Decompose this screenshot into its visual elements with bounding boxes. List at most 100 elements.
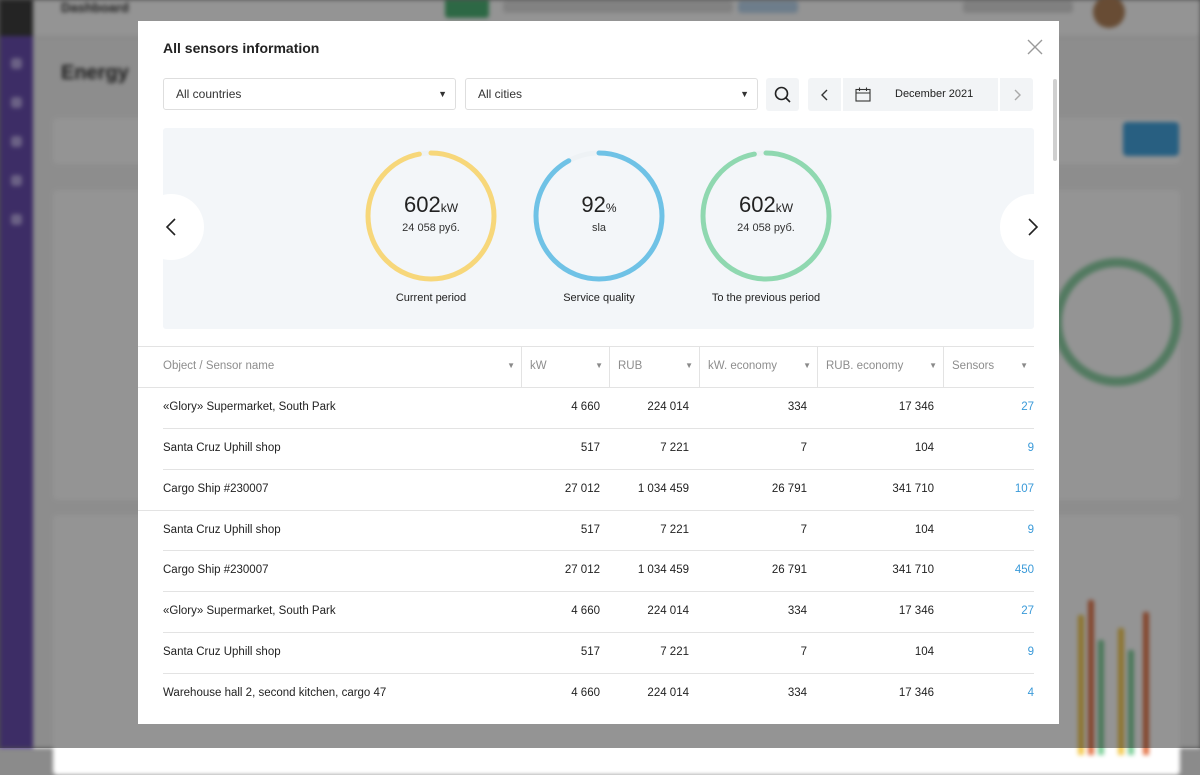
carousel-next-button[interactable] bbox=[1000, 194, 1059, 260]
previous-period-button[interactable] bbox=[808, 78, 841, 111]
background-apply-button bbox=[1123, 122, 1179, 156]
kw-economy-value: 334 bbox=[787, 605, 807, 617]
column-header-rub[interactable]: RUB ▼ bbox=[609, 347, 699, 387]
background-notice-link bbox=[738, 1, 798, 13]
table-row[interactable]: Santa Cruz Uphill shop 517 7 221 7 104 9 bbox=[138, 632, 1034, 673]
column-header-rub-economy[interactable]: RUB. economy ▼ bbox=[817, 347, 943, 387]
sensors-count-link[interactable]: 9 bbox=[1027, 646, 1034, 658]
background-nav-icon bbox=[11, 136, 22, 147]
rub-value: 224 014 bbox=[647, 401, 689, 413]
kw-value: 4 660 bbox=[571, 605, 600, 617]
row-divider bbox=[163, 428, 1034, 429]
object-name: «Glory» Supermarket, South Park bbox=[163, 605, 336, 617]
kw-economy-value: 334 bbox=[787, 401, 807, 413]
next-period-button[interactable] bbox=[1000, 78, 1033, 111]
sensors-count-link[interactable]: 4 bbox=[1027, 687, 1034, 699]
table-row[interactable]: Cargo Ship #230007 27 012 1 034 459 26 7… bbox=[138, 550, 1034, 591]
column-header-kw[interactable]: kW ▼ bbox=[521, 347, 609, 387]
table-row[interactable]: «Glory» Supermarket, South Park 4 660 22… bbox=[138, 591, 1034, 632]
kw-economy-value: 26 791 bbox=[771, 483, 807, 495]
search-button[interactable] bbox=[766, 78, 799, 111]
background-nav-icon bbox=[11, 175, 22, 186]
background-page-title: Energy bbox=[61, 62, 129, 84]
column-header-kw-economy[interactable]: kW. economy ▼ bbox=[699, 347, 817, 387]
kw-economy-value: 7 bbox=[800, 442, 807, 454]
caret-down-icon: ▼ bbox=[438, 89, 447, 99]
gauge-unit: kW bbox=[775, 201, 794, 215]
sort-caret-icon: ▼ bbox=[685, 361, 693, 370]
gauge-unit: % bbox=[605, 201, 617, 215]
background-notice bbox=[503, 1, 733, 13]
period-label: December 2021 bbox=[895, 88, 974, 100]
rub-value: 224 014 bbox=[647, 687, 689, 699]
sort-caret-icon: ▼ bbox=[929, 361, 937, 370]
close-icon[interactable] bbox=[1024, 37, 1046, 59]
kw-economy-value: 26 791 bbox=[771, 564, 807, 576]
sort-caret-icon: ▼ bbox=[507, 361, 515, 370]
row-divider bbox=[138, 510, 1034, 511]
stats-carousel: 602kW 24 058 руб. Current period 92% sla… bbox=[138, 128, 1059, 329]
kw-value: 4 660 bbox=[571, 687, 600, 699]
kw-value: 517 bbox=[580, 646, 600, 658]
column-header-sensors[interactable]: Sensors ▼ bbox=[943, 347, 1034, 387]
background-bar bbox=[1128, 650, 1134, 755]
table-row[interactable]: Warehouse hall 2, second kitchen, cargo … bbox=[138, 673, 1034, 714]
modal-scrollbar[interactable] bbox=[1053, 79, 1057, 161]
rub-value: 7 221 bbox=[660, 442, 689, 454]
gauge-arc bbox=[700, 150, 832, 282]
gauge-caption: Service quality bbox=[563, 292, 635, 304]
background-avatar bbox=[1093, 0, 1125, 28]
rub-economy-value: 17 346 bbox=[898, 401, 934, 413]
sensors-count-link[interactable]: 27 bbox=[1021, 605, 1034, 617]
rub-economy-value: 17 346 bbox=[898, 687, 934, 699]
gauge-value: 602kW bbox=[738, 192, 794, 217]
background-nav-icon bbox=[11, 97, 22, 108]
kw-economy-value: 7 bbox=[800, 646, 807, 658]
kw-value: 27 012 bbox=[564, 483, 600, 495]
country-select[interactable]: All countries ▼ bbox=[163, 78, 456, 110]
kw-value: 517 bbox=[580, 442, 600, 454]
kw-economy-value: 7 bbox=[800, 524, 807, 536]
country-select-value: All countries bbox=[176, 87, 242, 101]
table-row[interactable]: Santa Cruz Uphill shop 517 7 221 7 104 9 bbox=[138, 428, 1034, 469]
background-bar bbox=[1143, 612, 1149, 755]
gauge-unit: kW bbox=[440, 201, 459, 215]
sensors-count-link[interactable]: 27 bbox=[1021, 401, 1034, 413]
sort-caret-icon: ▼ bbox=[595, 361, 603, 370]
period-picker[interactable]: December 2021 bbox=[843, 78, 998, 111]
sensors-count-link[interactable]: 107 bbox=[1014, 483, 1034, 495]
rub-value: 7 221 bbox=[660, 646, 689, 658]
object-name: Warehouse hall 2, second kitchen, cargo … bbox=[163, 687, 387, 699]
table-row[interactable]: Cargo Ship #230007 27 012 1 034 459 26 7… bbox=[138, 469, 1034, 510]
sensors-count-link[interactable]: 450 bbox=[1014, 564, 1034, 576]
kw-value: 517 bbox=[580, 524, 600, 536]
gauge-value: 92% bbox=[581, 192, 617, 217]
rub-value: 224 014 bbox=[647, 605, 689, 617]
object-name: Santa Cruz Uphill shop bbox=[163, 442, 281, 454]
chevron-right-icon bbox=[1028, 218, 1039, 236]
table-row[interactable]: «Glory» Supermarket, South Park 4 660 22… bbox=[138, 387, 1034, 428]
table-row[interactable]: Santa Cruz Uphill shop 517 7 221 7 104 9 bbox=[138, 510, 1034, 551]
row-divider bbox=[163, 673, 1034, 674]
sort-caret-icon: ▼ bbox=[803, 361, 811, 370]
object-name: Santa Cruz Uphill shop bbox=[163, 646, 281, 658]
gauge-subvalue: 24 058 руб. bbox=[402, 222, 460, 234]
city-select[interactable]: All cities ▼ bbox=[465, 78, 758, 110]
background-bar bbox=[1088, 600, 1094, 755]
sensors-modal: All sensors information All countries ▼ … bbox=[138, 21, 1059, 724]
gauge-current-period: 602kW 24 058 руб. Current period bbox=[363, 148, 499, 304]
background-nav-icon bbox=[11, 58, 22, 69]
rub-economy-value: 104 bbox=[914, 646, 934, 658]
background-user-name bbox=[963, 1, 1073, 13]
rub-value: 1 034 459 bbox=[637, 483, 689, 495]
sensors-count-link[interactable]: 9 bbox=[1027, 524, 1034, 536]
carousel-prev-button[interactable] bbox=[138, 194, 204, 260]
search-icon bbox=[774, 86, 791, 103]
gauge-value: 602kW bbox=[403, 192, 459, 217]
column-header-object[interactable]: Object / Sensor name ▼ bbox=[138, 347, 521, 387]
background-bar bbox=[1118, 628, 1124, 755]
sensors-count-link[interactable]: 9 bbox=[1027, 442, 1034, 454]
row-divider bbox=[163, 469, 1034, 470]
rub-economy-value: 104 bbox=[914, 442, 934, 454]
kw-economy-value: 334 bbox=[787, 687, 807, 699]
